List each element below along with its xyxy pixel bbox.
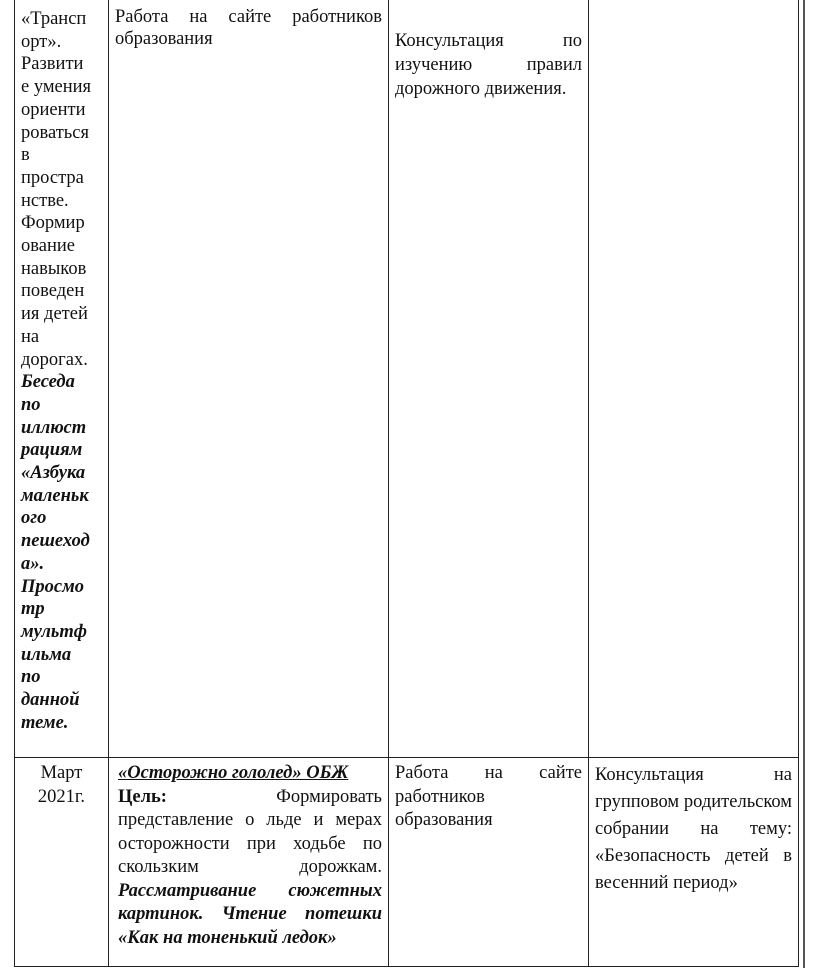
text-line: маленьк: [21, 485, 89, 506]
text-line: простра: [21, 167, 84, 188]
page-border: [803, 0, 805, 968]
topic-text: «Трансп орт». Развити е умения ориенти ровать…: [21, 8, 102, 371]
text-line: ильма: [21, 644, 72, 665]
goal-label: Цель:: [118, 786, 167, 807]
text-line: теме.: [21, 712, 69, 733]
text-line: дорогах.: [21, 349, 88, 370]
text-line: на: [21, 326, 40, 347]
text-line: по: [21, 394, 41, 415]
lesson-title: «Осторожно гололед» ОБЖ: [118, 763, 349, 783]
activity-text: Рассматривание сюжетных картинок. Чтение…: [118, 880, 382, 948]
text-line: ия детей: [21, 304, 88, 325]
work-cell: Работа на сайте работников образования: [108, 0, 389, 758]
empty-cell: [588, 0, 799, 758]
text-line: Просмо: [21, 576, 85, 597]
text-line: данной: [21, 690, 80, 711]
text-line: орт».: [21, 31, 62, 52]
consultation-cell: Консультация по изучению правил дорожног…: [388, 0, 589, 758]
text-line: ориенти: [21, 99, 86, 120]
goal-text: Формировать представление о льде и мерах…: [118, 786, 382, 878]
consultation-cell: Консультация на групповом родительском с…: [588, 757, 799, 967]
text-line: мультф: [21, 621, 87, 642]
text-line: навыков: [21, 258, 87, 279]
text-line: а».: [21, 553, 45, 574]
text-line: в: [21, 145, 30, 166]
text-line: тр: [21, 599, 45, 620]
topic-cell: «Трансп орт». Развити е умения ориенти ровать…: [14, 0, 109, 758]
text-line: ого: [21, 508, 47, 529]
text-line: е умения: [21, 77, 92, 98]
text-line: нстве.: [21, 190, 69, 211]
text-line: по: [21, 667, 41, 688]
date-cell: Март 2021г.: [14, 757, 109, 967]
text-line: «Трансп: [21, 9, 87, 29]
plan-table: «Трансп орт». Развити е умения ориенти ровать…: [14, 0, 799, 967]
text-line: иллюст: [21, 417, 87, 438]
text-line: «Азбука: [21, 463, 86, 484]
text-line: Формир: [21, 213, 85, 234]
text-line: поведен: [21, 281, 85, 302]
text-line: Развити: [21, 54, 84, 75]
table-row: Март 2021г. «Осторожно гололед» ОБЖ Цель…: [14, 757, 799, 967]
text-line: рациям: [21, 440, 83, 461]
text-line: пешеход: [21, 531, 90, 552]
table-row: «Трансп орт». Развити е умения ориенти ровать…: [14, 0, 799, 758]
text-line: ование: [21, 236, 75, 257]
activity-text: Беседа по иллюст рациям «Азбука маленьк ого пеш…: [21, 371, 102, 734]
text-line: роваться: [21, 122, 89, 143]
text-line: Беседа: [21, 372, 75, 393]
lesson-cell: «Осторожно гололед» ОБЖ Цель: Формироват…: [108, 757, 389, 967]
work-cell: Работа на сайте работников образования: [388, 757, 589, 967]
